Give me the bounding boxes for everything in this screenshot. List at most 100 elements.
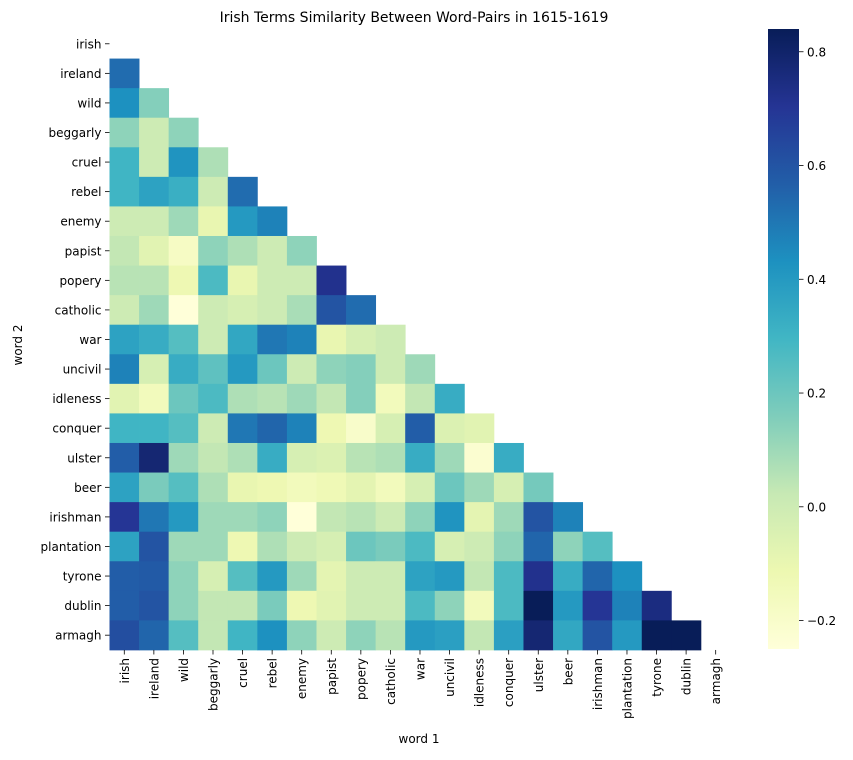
- heatmap-cell: [464, 561, 495, 592]
- heatmap-cell: [109, 206, 140, 237]
- colorbar-gradient: [768, 29, 799, 649]
- heatmap-cell: [375, 561, 406, 592]
- heatmap-cell: [139, 265, 170, 296]
- heatmap-cell: [375, 590, 406, 621]
- heatmap-cell: [346, 295, 377, 326]
- x-tick-label: dublin: [680, 658, 694, 695]
- chart-title: Irish Terms Similarity Between Word-Pair…: [220, 10, 609, 26]
- heatmap-cell: [139, 324, 170, 355]
- x-tick-label: wild: [177, 658, 191, 682]
- heatmap-cells: [109, 58, 702, 651]
- heatmap-cell: [139, 235, 170, 266]
- y-tick-label: irishman: [49, 510, 101, 524]
- heatmap-cell: [434, 531, 465, 562]
- x-tick-label: uncivil: [443, 658, 457, 697]
- heatmap-cell: [286, 324, 317, 355]
- heatmap-cell: [316, 295, 347, 326]
- heatmap-cell: [286, 383, 317, 414]
- heatmap-cell: [168, 117, 199, 148]
- heatmap-cell: [405, 354, 436, 385]
- heatmap-cell: [553, 531, 584, 562]
- heatmap-cell: [198, 561, 229, 592]
- heatmap-cell: [198, 383, 229, 414]
- heatmap-cell: [434, 442, 465, 473]
- heatmap-cell: [109, 354, 140, 385]
- heatmap-cell: [257, 265, 288, 296]
- heatmap-cell: [198, 620, 229, 651]
- heatmap-cell: [139, 531, 170, 562]
- heatmap-cell: [139, 472, 170, 503]
- x-tick-label: rebel: [266, 658, 280, 688]
- heatmap-cell: [346, 561, 377, 592]
- x-tick-label: ulster: [532, 658, 546, 692]
- heatmap-cell: [257, 206, 288, 237]
- heatmap-cell: [405, 442, 436, 473]
- heatmap-cell: [168, 531, 199, 562]
- y-axis-label: word 2: [11, 325, 25, 366]
- heatmap-cell: [434, 413, 465, 444]
- heatmap-cell: [109, 295, 140, 326]
- y-tick-label: wild: [77, 96, 101, 110]
- heatmap-cell: [375, 383, 406, 414]
- heatmap-cell: [286, 531, 317, 562]
- heatmap-cell: [109, 502, 140, 533]
- heatmap-cell: [434, 620, 465, 651]
- heatmap-cell: [641, 620, 672, 651]
- colorbar: −0.2 0.0 0.2 0.4 0.6 0.8: [768, 29, 836, 649]
- heatmap-cell: [168, 472, 199, 503]
- heatmap-cell: [493, 561, 524, 592]
- heatmap-cell: [346, 324, 377, 355]
- heatmap-cell: [286, 590, 317, 621]
- heatmap-cell: [582, 590, 613, 621]
- heatmap-cell: [316, 502, 347, 533]
- heatmap-cell: [405, 590, 436, 621]
- heatmap-cell: [523, 472, 554, 503]
- heatmap-cell: [168, 383, 199, 414]
- x-tick-label: beggarly: [206, 658, 220, 711]
- heatmap-cell: [227, 354, 258, 385]
- heatmap-cell: [434, 561, 465, 592]
- x-tick-label: tyrone: [650, 658, 664, 697]
- heatmap-cell: [523, 531, 554, 562]
- heatmap-cell: [493, 472, 524, 503]
- y-tick-label: rebel: [71, 185, 101, 199]
- heatmap-cell: [375, 442, 406, 473]
- heatmap-cell: [109, 383, 140, 414]
- heatmap-cell: [227, 235, 258, 266]
- colorbar-ticks: −0.2 0.0 0.2 0.4 0.6 0.8: [799, 45, 836, 628]
- heatmap-cell: [286, 561, 317, 592]
- heatmap-cell: [464, 413, 495, 444]
- heatmap-cell: [257, 383, 288, 414]
- heatmap-cell: [375, 413, 406, 444]
- heatmap-cell: [493, 531, 524, 562]
- heatmap-cell: [227, 413, 258, 444]
- heatmap-cell: [257, 502, 288, 533]
- heatmap-cell: [168, 147, 199, 178]
- heatmap-cell: [641, 590, 672, 621]
- colorbar-tick-label: 0.0: [807, 500, 826, 514]
- heatmap-cell: [286, 472, 317, 503]
- y-tick-label: cruel: [72, 156, 102, 170]
- heatmap-cell: [493, 502, 524, 533]
- heatmap-cell: [168, 235, 199, 266]
- heatmap-cell: [198, 176, 229, 207]
- heatmap-cell: [346, 383, 377, 414]
- heatmap-cell: [316, 590, 347, 621]
- heatmap-cell: [168, 206, 199, 237]
- heatmap-cell: [227, 590, 258, 621]
- heatmap-cell: [109, 58, 140, 89]
- heatmap-cell: [198, 354, 229, 385]
- heatmap-cell: [286, 235, 317, 266]
- heatmap-cell: [375, 472, 406, 503]
- heatmap-cell: [139, 295, 170, 326]
- y-tick-label: idleness: [52, 392, 101, 406]
- heatmap-cell: [612, 590, 643, 621]
- heatmap-cell: [109, 147, 140, 178]
- heatmap-cell: [405, 561, 436, 592]
- heatmap-cell: [553, 590, 584, 621]
- heatmap-cell: [198, 502, 229, 533]
- colorbar-tick-label: 0.8: [807, 45, 826, 59]
- heatmap-cell: [405, 620, 436, 651]
- heatmap-cell: [257, 531, 288, 562]
- heatmap-cell: [405, 472, 436, 503]
